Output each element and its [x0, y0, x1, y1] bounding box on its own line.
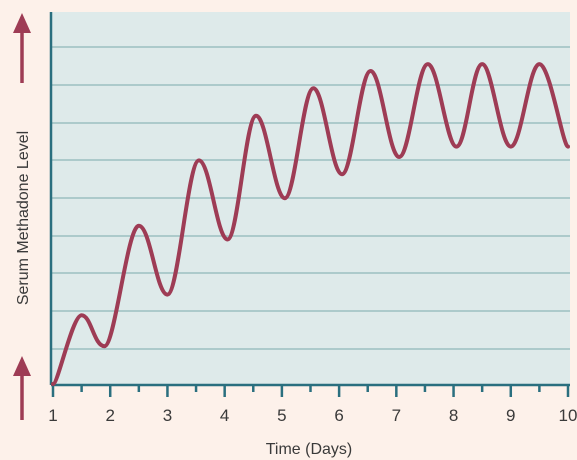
x-tick-label: 10: [559, 406, 577, 425]
x-tick-label: 9: [506, 406, 515, 425]
x-tick-label: 4: [220, 406, 229, 425]
x-tick-label: 6: [334, 406, 343, 425]
x-tick-label: 5: [277, 406, 286, 425]
x-ticks: [51, 385, 570, 397]
series-line: [51, 62, 570, 386]
arrow-head: [13, 13, 31, 33]
gridlines: [51, 46, 570, 350]
x-tick-label: 3: [163, 406, 172, 425]
x-tick-label: 7: [392, 406, 401, 425]
y-arrow-up-top-icon: [13, 13, 31, 83]
x-tick-labels: 1 2 3 4 5 6 7 8 9 10: [48, 406, 577, 425]
y-axis-title: Serum Methadone Level: [15, 131, 32, 305]
x-axis-title: Time (Days): [266, 441, 353, 458]
x-tick-label: 8: [449, 406, 458, 425]
arrow-head: [13, 356, 31, 376]
x-tick-label: 1: [48, 406, 57, 425]
y-arrow-up-bottom-icon: [13, 356, 31, 420]
x-tick-label: 2: [105, 406, 114, 425]
